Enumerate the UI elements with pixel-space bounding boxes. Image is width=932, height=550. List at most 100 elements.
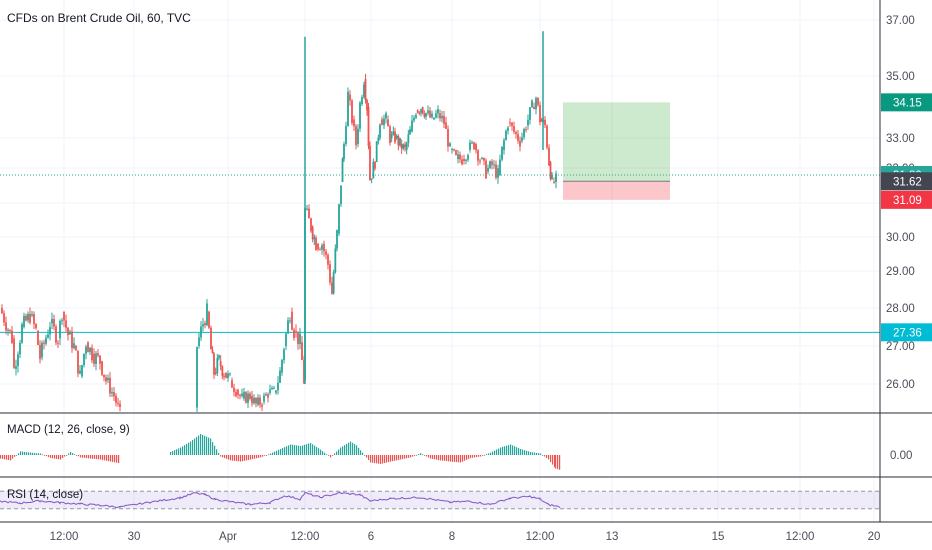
macd-bar [68, 453, 70, 455]
candle-body [499, 159, 501, 175]
macd-bar [236, 455, 238, 462]
macd-bar [368, 455, 370, 461]
macd-bar [526, 450, 528, 455]
macd-bar [354, 444, 356, 455]
macd-bar [270, 453, 272, 455]
candle-body [331, 282, 333, 294]
macd-bar [508, 445, 510, 455]
candle-body [374, 162, 376, 169]
macd-bar [384, 455, 386, 464]
candle-body [527, 119, 529, 126]
candle-body [477, 150, 479, 161]
macd-bar [228, 455, 230, 460]
candle-body [71, 331, 73, 349]
candle-body [285, 333, 287, 346]
candle-body [25, 315, 27, 321]
macd-bar [12, 455, 14, 459]
horizontal-lines[interactable] [0, 174, 880, 333]
macd-bar [555, 455, 557, 469]
macd-bar [528, 451, 530, 455]
macd-bar [380, 455, 382, 464]
macd-bar [194, 438, 196, 455]
candle-body [447, 128, 449, 147]
macd-bar [22, 451, 24, 455]
candle-body [39, 344, 41, 359]
candle-body [437, 109, 439, 114]
macd-bar [500, 447, 502, 455]
candle-body [366, 99, 368, 111]
candle-body [79, 370, 81, 374]
macd-bar [398, 455, 400, 460]
macd-bar [80, 455, 82, 458]
candle-body [519, 140, 521, 147]
candle-body [221, 366, 224, 376]
macd-bar [330, 455, 332, 458]
candle-body [515, 131, 517, 134]
macd-bar [46, 455, 48, 457]
candle-body [537, 97, 539, 105]
candle-body [237, 389, 239, 395]
macd-bar [204, 435, 206, 455]
candle-body [395, 135, 398, 138]
candle-body [196, 347, 198, 408]
candle-body [267, 394, 269, 398]
candle-body [461, 159, 463, 165]
macd-bar [50, 455, 52, 458]
candle-body [433, 117, 435, 120]
macd-bar [342, 446, 344, 455]
candle-body [3, 313, 5, 323]
macd-bar [392, 455, 394, 462]
macd-bar [394, 455, 396, 461]
candle-body [47, 334, 49, 338]
candle-body [89, 347, 91, 353]
candle-body [53, 318, 55, 327]
time-tick-label: 12:00 [291, 531, 320, 543]
price-tag-label: 31.09 [893, 195, 922, 207]
candle-body [423, 113, 426, 117]
candle-body [245, 392, 247, 403]
macd-bar [506, 445, 508, 455]
macd-label[interactable]: MACD (12, 26, close, 9) [7, 424, 130, 436]
macd-bar [242, 455, 244, 462]
time-tick-label: 6 [368, 531, 374, 543]
rsi-label[interactable]: RSI (14, close) [7, 489, 84, 501]
time-tick-label: 30 [128, 531, 141, 543]
macd-bar [320, 449, 322, 455]
candle-body [111, 392, 113, 394]
macd-bar [256, 455, 258, 459]
macd-bar [258, 455, 260, 458]
macd-bar [340, 447, 342, 455]
macd-bar [480, 455, 482, 457]
macd-bar [502, 446, 504, 455]
candle-body [525, 129, 527, 131]
macd-bar [238, 455, 240, 462]
candle-body [51, 318, 53, 324]
macd-bar [328, 455, 330, 456]
long-position-tool[interactable] [563, 102, 670, 200]
candle-body [69, 331, 71, 335]
candle-body [439, 113, 441, 119]
candle-body [479, 160, 481, 162]
candle-body [501, 146, 503, 160]
macd-bar [422, 454, 424, 456]
candle-body [413, 117, 415, 121]
candle-body [31, 314, 33, 316]
candle-body [553, 182, 555, 183]
macd-bar [202, 434, 204, 455]
macd-bar [554, 455, 556, 468]
candle-body [271, 388, 273, 390]
candle-body [29, 313, 31, 323]
candle-body [1, 308, 3, 314]
macd-bar [208, 437, 210, 455]
macd-bar [440, 455, 442, 461]
macd-bar [376, 455, 378, 464]
macd-bar [192, 440, 194, 455]
macd-bar [174, 450, 176, 455]
symbol-title[interactable]: CFDs on Brent Crude Oil, 60, TVC [7, 11, 191, 25]
price-tag-label: 27.36 [893, 327, 922, 339]
time-axis[interactable]: 12:00 30 Apr 12:00 6 8 12:00 13 15 12:00 20 [50, 531, 881, 543]
price-axis[interactable]: 26.0027.0028.0029.0030.0031.0032.0033.00… [881, 15, 932, 462]
candle-body [59, 321, 61, 339]
macd-bar [100, 455, 102, 460]
